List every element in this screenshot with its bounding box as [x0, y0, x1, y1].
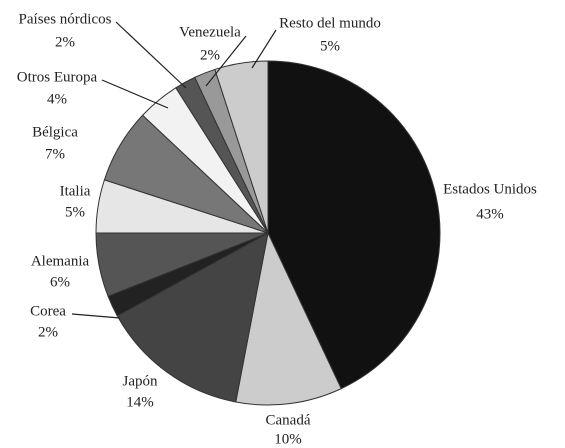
slice-value: 4% — [47, 91, 67, 107]
slice-value: 5% — [320, 38, 340, 54]
leader-line — [205, 35, 247, 87]
leader-line — [101, 79, 169, 109]
slice-label: Otros Europa — [17, 69, 98, 85]
slice-label: Estados Unidos — [443, 181, 537, 197]
slice-label: Japón — [123, 373, 158, 389]
leader-line — [251, 29, 277, 69]
slice-value: 2% — [38, 324, 58, 340]
slice-value: 43% — [476, 206, 504, 222]
slice-label: Italia — [60, 183, 91, 199]
leader-line — [115, 21, 187, 89]
pie-slice — [267, 60, 441, 390]
leader-line — [71, 313, 121, 319]
slice-value: 7% — [45, 146, 65, 162]
pie-slice — [116, 232, 269, 403]
slice-label: Alemania — [31, 253, 90, 269]
slice-label: Venezuela — [179, 24, 241, 40]
slice-label: Países nórdicos — [19, 11, 112, 27]
slice-value: 2% — [200, 47, 220, 63]
slice-value: 5% — [65, 204, 85, 220]
slice-value: 14% — [126, 394, 154, 410]
slice-value: 10% — [274, 431, 302, 447]
pie-slice — [214, 60, 269, 234]
slice-label: Corea — [30, 303, 66, 319]
pie-slice — [235, 231, 342, 406]
slice-value: 6% — [50, 274, 70, 290]
slice-label: Bélgica — [32, 124, 78, 140]
slice-label: Canadá — [266, 412, 311, 428]
slice-label: Resto del mundo — [279, 15, 381, 31]
slice-value: 2% — [55, 34, 75, 50]
